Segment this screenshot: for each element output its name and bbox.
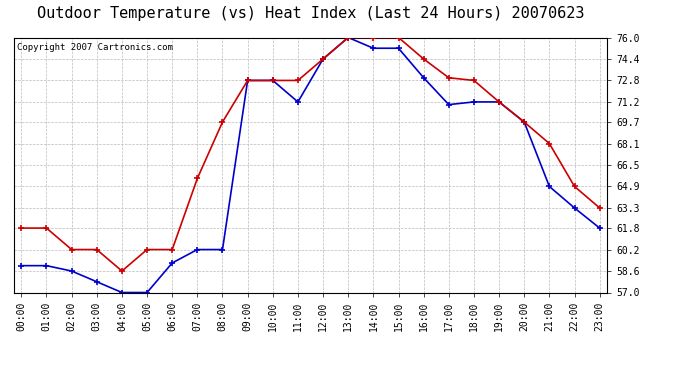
Text: Outdoor Temperature (vs) Heat Index (Last 24 Hours) 20070623: Outdoor Temperature (vs) Heat Index (Las… <box>37 6 584 21</box>
Text: Copyright 2007 Cartronics.com: Copyright 2007 Cartronics.com <box>17 43 172 52</box>
